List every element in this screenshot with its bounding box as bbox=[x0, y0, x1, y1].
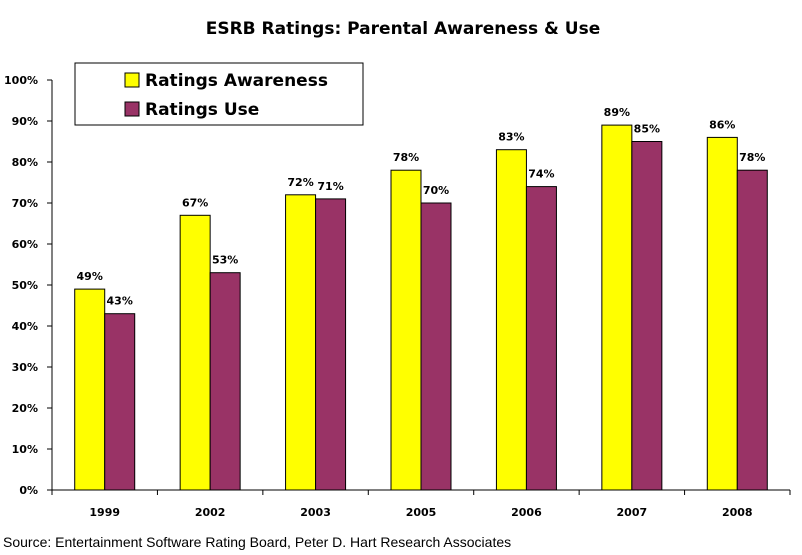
legend-box bbox=[74, 62, 364, 126]
data-label-ratings-awareness: 67% bbox=[182, 196, 208, 209]
y-tick-label: 0% bbox=[19, 484, 38, 497]
x-tick-label: 2005 bbox=[406, 506, 437, 519]
x-tick-label: 2008 bbox=[722, 506, 753, 519]
data-label-ratings-use: 70% bbox=[423, 184, 449, 197]
x-tick-label: 2003 bbox=[300, 506, 331, 519]
y-tick-label: 70% bbox=[12, 197, 38, 210]
data-label-ratings-awareness: 72% bbox=[287, 176, 313, 189]
bar-ratings-use bbox=[736, 169, 768, 491]
x-tick-label: 2006 bbox=[511, 506, 542, 519]
data-label-ratings-use: 78% bbox=[739, 151, 765, 164]
x-tick-label: 1999 bbox=[89, 506, 120, 519]
y-tick-label: 30% bbox=[12, 361, 38, 374]
y-tick-label: 60% bbox=[12, 238, 38, 251]
bar-ratings-awareness bbox=[179, 214, 211, 491]
bar-ratings-awareness bbox=[495, 149, 527, 491]
chart-title: ESRB Ratings: Parental Awareness & Use bbox=[206, 19, 601, 39]
data-label-ratings-awareness: 49% bbox=[77, 270, 103, 283]
y-tick-label: 10% bbox=[12, 443, 38, 456]
source-note: Source: Entertainment Software Rating Bo… bbox=[3, 534, 511, 550]
data-label-ratings-use: 74% bbox=[528, 168, 554, 181]
data-labels: 49% 43% 67% 53% 72% 71% 78% 70% 83% 74% 89% 85% 86% 7… bbox=[77, 106, 766, 308]
data-label-ratings-awareness: 78% bbox=[393, 151, 419, 164]
x-tick-label: 2002 bbox=[195, 506, 226, 519]
legend: Ratings Awareness Ratings Use bbox=[74, 62, 364, 126]
y-tick-label: 90% bbox=[12, 115, 38, 128]
bar-ratings-awareness bbox=[706, 136, 738, 491]
bar-ratings-use bbox=[209, 272, 241, 491]
legend-label-awareness: Ratings Awareness bbox=[145, 71, 328, 91]
bar-ratings-use bbox=[420, 202, 452, 491]
bar-ratings-use bbox=[104, 313, 136, 491]
y-tick-label: 40% bbox=[12, 320, 38, 333]
data-label-ratings-use: 43% bbox=[107, 295, 133, 308]
data-label-ratings-awareness: 89% bbox=[604, 106, 630, 119]
bar-ratings-awareness bbox=[285, 194, 317, 491]
bar-ratings-awareness bbox=[601, 124, 633, 491]
legend-swatch-use bbox=[124, 101, 140, 117]
bar-ratings-use bbox=[525, 186, 557, 491]
data-label-ratings-use: 71% bbox=[317, 180, 343, 193]
bar-ratings-use bbox=[315, 198, 347, 491]
data-label-ratings-awareness: 83% bbox=[498, 131, 524, 144]
legend-swatch-awareness bbox=[124, 72, 140, 88]
axes: 0% 10% 20% 30% 40% 50% 60% 70% 80% 90% 100% 1999 200… bbox=[4, 74, 791, 519]
y-tick-label: 80% bbox=[12, 156, 38, 169]
bar-ratings-awareness bbox=[390, 169, 422, 491]
bars bbox=[74, 124, 768, 491]
data-label-ratings-use: 53% bbox=[212, 254, 238, 267]
data-label-ratings-awareness: 86% bbox=[709, 118, 735, 131]
y-tick-label: 100% bbox=[4, 74, 38, 87]
y-tick-label: 20% bbox=[12, 402, 38, 415]
bar-ratings-use bbox=[631, 141, 663, 491]
bar-ratings-awareness bbox=[74, 288, 106, 491]
legend-label-use: Ratings Use bbox=[145, 100, 259, 120]
y-tick-label: 50% bbox=[12, 279, 38, 292]
data-label-ratings-use: 85% bbox=[634, 123, 660, 136]
x-tick-label: 2007 bbox=[617, 506, 648, 519]
